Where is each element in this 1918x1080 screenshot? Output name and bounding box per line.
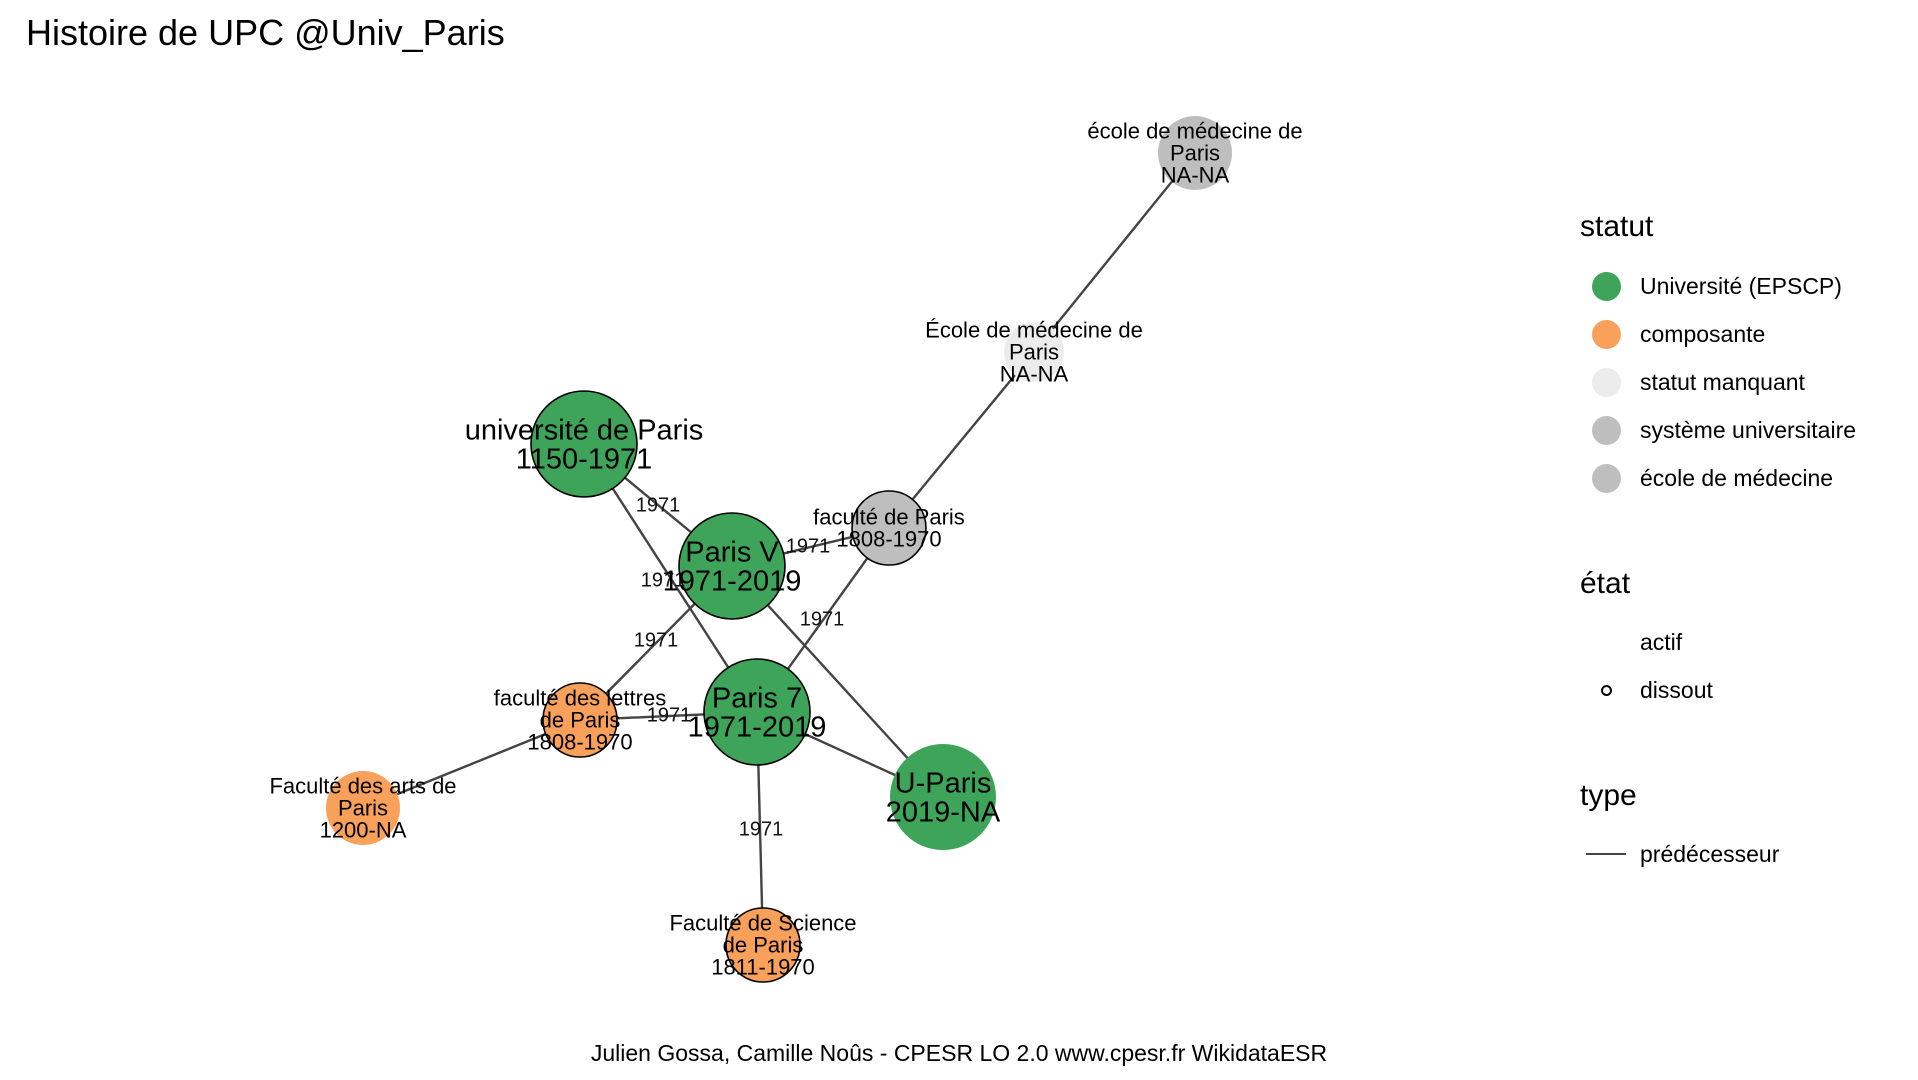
node-fac_paris xyxy=(851,490,927,566)
node-label-line: 1971-2019 xyxy=(688,712,827,744)
legend-statut-title: statut xyxy=(1580,210,1654,243)
legend-label: école de médecine xyxy=(1640,464,1834,491)
node-label-line: Paris xyxy=(1170,141,1220,166)
edge-ecole_med_1-ecole_med_2 xyxy=(1033,152,1196,353)
node-label-line: Faculté des arts de xyxy=(269,774,456,799)
node-label-line: Paris xyxy=(338,796,388,821)
legend-item-systeme: système universitaire xyxy=(1580,410,1856,450)
node-label-line: Paris xyxy=(1009,340,1059,365)
legend-label: statut manquant xyxy=(1640,368,1805,395)
legend-label: prédécesseur xyxy=(1640,840,1780,867)
node-label-line: 1808-1970 xyxy=(836,527,941,552)
node-label-line: 1200-NA xyxy=(320,818,407,843)
page-title: Histoire de UPC @Univ_Paris xyxy=(26,12,505,53)
edge-label: 1971 xyxy=(636,494,681,516)
node-ecole_med_2 xyxy=(1004,322,1064,382)
edge-ecole_med_2-fac_paris xyxy=(888,351,1035,529)
node-u_paris xyxy=(890,744,996,850)
edge-fac_lettres-fac_arts xyxy=(362,718,581,810)
legend-item-actif: actif xyxy=(1580,622,1682,662)
legend-dot-universite xyxy=(1591,271,1621,301)
legend-item-statut-manquant: statut manquant xyxy=(1580,362,1805,402)
node-label-paris5: Paris V 1971-2019 xyxy=(663,537,802,598)
node-label-line: Paris 7 xyxy=(712,683,802,715)
node-label-line: NA-NA xyxy=(1000,362,1069,387)
legend-label: composante xyxy=(1640,320,1766,347)
legend-dot-ecole-medecine xyxy=(1591,463,1621,493)
node-univ_paris xyxy=(530,390,638,498)
node-label-line: université de Paris xyxy=(465,415,704,447)
node-fac_lettres xyxy=(542,682,618,758)
node-label-fac_sciences: Faculté de Science de Paris 1811-1970 xyxy=(669,911,856,980)
node-label-line: U-Paris xyxy=(895,768,992,800)
legend-item-composante: composante xyxy=(1580,314,1765,354)
node-label-line: Paris V xyxy=(685,537,779,569)
legend-type-title: type xyxy=(1580,779,1637,812)
node-label-line: 1150-1971 xyxy=(516,444,653,476)
node-label-line: faculté de Paris xyxy=(813,505,965,530)
caption: Julien Gossa, Camille Noûs - CPESR LO 2.… xyxy=(590,1040,1328,1066)
node-paris5 xyxy=(678,512,786,620)
node-label-line: de Paris xyxy=(723,933,804,958)
legend-line-predecesseur xyxy=(1586,853,1626,855)
node-label-line: 1971-2019 xyxy=(663,566,802,598)
node-label-fac_arts: Faculté des arts de Paris 1200-NA xyxy=(269,774,456,843)
legend-label: Université (EPSCP) xyxy=(1640,272,1842,299)
legend-item-dissout: dissout xyxy=(1580,670,1713,710)
node-fac_sciences xyxy=(725,907,801,983)
legend-dot-composante xyxy=(1591,319,1621,349)
legend-label: actif xyxy=(1640,628,1683,655)
legend-item-predecesseur: prédécesseur xyxy=(1580,834,1779,874)
node-label-fac_paris: faculté de Paris 1808-1970 xyxy=(813,505,965,552)
node-paris7 xyxy=(703,658,811,766)
node-label-line: 1808-1970 xyxy=(527,730,632,755)
edge-label: 1971 xyxy=(647,704,692,726)
node-fac_arts xyxy=(326,771,400,845)
node-label-univ_paris: université de Paris 1150-1971 xyxy=(465,415,704,476)
edge-label: 1971 xyxy=(634,629,679,651)
node-label-line: faculté des lettres xyxy=(494,686,666,711)
node-label-line: 2019-NA xyxy=(886,797,1001,829)
node-label-paris7: Paris 7 1971-2019 xyxy=(688,683,827,744)
node-label-line: école de médecine de xyxy=(1087,119,1302,144)
node-label-ecole_med_2: École de médecine de Paris NA-NA xyxy=(925,318,1143,387)
legend-etat-title: état xyxy=(1580,567,1631,600)
node-label-line: École de médecine de xyxy=(925,318,1143,343)
node-label-line: Faculté de Science xyxy=(669,911,856,936)
edge-label: 1971 xyxy=(739,818,784,840)
nodes-layer xyxy=(326,116,1232,983)
legend-ring-dissout xyxy=(1600,684,1612,696)
node-label-line: NA-NA xyxy=(1161,163,1230,188)
edge-label: 1971 xyxy=(641,569,686,591)
node-label-line: 1811-1970 xyxy=(711,955,815,980)
node-label-line: de Paris xyxy=(540,708,621,733)
node-ecole_med_1 xyxy=(1158,116,1232,190)
legend-dot-systeme xyxy=(1591,415,1621,445)
edge-labels-layer: 1971 1971 1971 1971 1971 1971 1971 xyxy=(634,494,845,840)
node-label-fac_lettres: faculté des lettres de Paris 1808-1970 xyxy=(494,686,666,755)
legend-item-universite: Université (EPSCP) xyxy=(1580,266,1842,306)
legend-label: système universitaire xyxy=(1640,416,1857,443)
legend-dot-statut-manquant xyxy=(1591,367,1621,397)
edge-label: 1971 xyxy=(800,608,845,630)
node-label-ecole_med_1: école de médecine de Paris NA-NA xyxy=(1087,119,1302,188)
legend-label: dissout xyxy=(1640,676,1713,703)
legend-item-ecole-medecine: école de médecine xyxy=(1580,458,1833,498)
edge-label: 1971 xyxy=(786,535,831,557)
node-label-u_paris: U-Paris 2019-NA xyxy=(886,768,1001,829)
